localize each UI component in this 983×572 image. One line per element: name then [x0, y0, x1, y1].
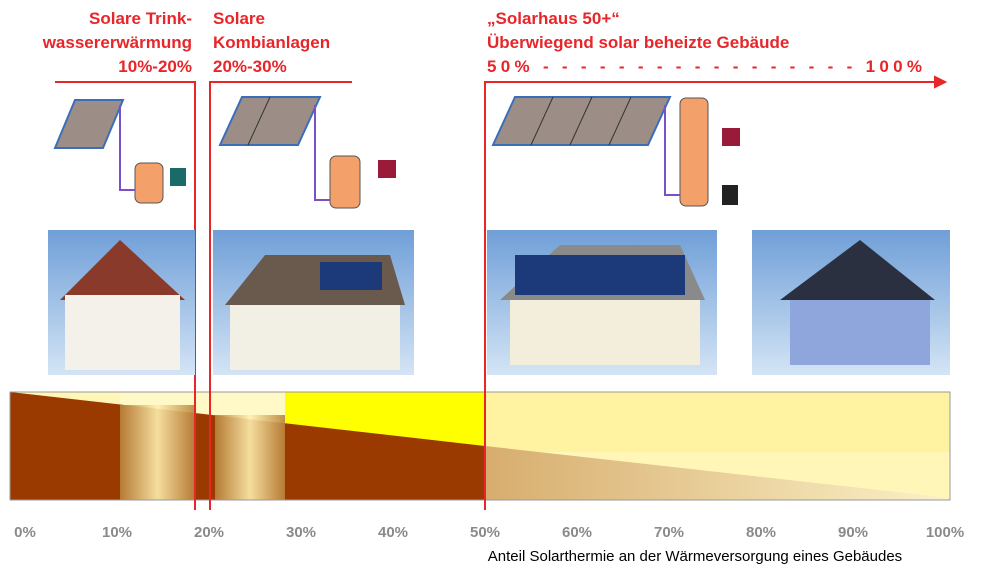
- collectors: [55, 97, 740, 208]
- pipe: [315, 105, 330, 200]
- share-bar: [10, 392, 950, 500]
- tick-label: 0%: [14, 524, 36, 541]
- pipe: [120, 105, 135, 190]
- house-photos: [48, 230, 950, 375]
- tick-label: 50%: [470, 524, 500, 541]
- segment-2-label: Solare Kombianlagen 20%-30%: [213, 9, 330, 76]
- wall: [230, 305, 400, 370]
- boiler: [378, 160, 396, 178]
- tank: [330, 156, 360, 208]
- tick-label: 60%: [562, 524, 592, 541]
- tank: [680, 98, 708, 206]
- collector: [55, 100, 123, 148]
- page: Solare Trink- wassererwärmung 10%-20% So…: [0, 0, 983, 572]
- segment-1-label: Solare Trink- wassererwärmung 10%-20%: [42, 9, 192, 76]
- label-line: „Solarhaus 50+“: [487, 9, 620, 28]
- collector: [220, 97, 320, 145]
- radiator: [722, 185, 738, 205]
- diagram: Solare Trink- wassererwärmung 10%-20% So…: [0, 0, 983, 572]
- tick-label: 10%: [102, 524, 132, 541]
- label-line: Überwiegend solar beheizte Gebäude: [487, 33, 789, 52]
- label-line: Solare: [213, 9, 265, 28]
- label-line: 10%-20%: [118, 57, 192, 76]
- segment-3-label: „Solarhaus 50+“ Überwiegend solar beheiz…: [487, 9, 922, 76]
- pipe: [665, 105, 680, 195]
- label-line: 20%-30%: [213, 57, 287, 76]
- axis-ticks: 0% 10% 20% 30% 40% 50% 60% 70% 80% 90% 100%: [14, 524, 964, 541]
- tick-label: 70%: [654, 524, 684, 541]
- tick-label: 20%: [194, 524, 224, 541]
- tick-label: 100%: [926, 524, 964, 541]
- tick-label: 90%: [838, 524, 868, 541]
- wall: [65, 295, 180, 370]
- arrow-head: [935, 77, 945, 87]
- label-line: Solare Trink-: [89, 9, 192, 28]
- boiler: [722, 128, 740, 146]
- label-line: Kombianlagen: [213, 33, 330, 52]
- label-line: wassererwärmung: [42, 33, 192, 52]
- boiler: [170, 168, 186, 186]
- panels: [320, 262, 382, 290]
- label-line: 50% - - - - - - - - - - - - - - - - - 10…: [487, 57, 922, 76]
- axis-title: Anteil Solarthermie an der Wärmeversorgu…: [488, 548, 902, 565]
- tick-label: 80%: [746, 524, 776, 541]
- bar-band: [120, 405, 195, 500]
- bar-band: [215, 415, 285, 500]
- wall: [510, 300, 700, 365]
- panels: [515, 255, 685, 295]
- bar-pale: [485, 392, 950, 452]
- wall: [790, 300, 930, 365]
- tick-label: 40%: [378, 524, 408, 541]
- tank: [135, 163, 163, 203]
- tick-label: 30%: [286, 524, 316, 541]
